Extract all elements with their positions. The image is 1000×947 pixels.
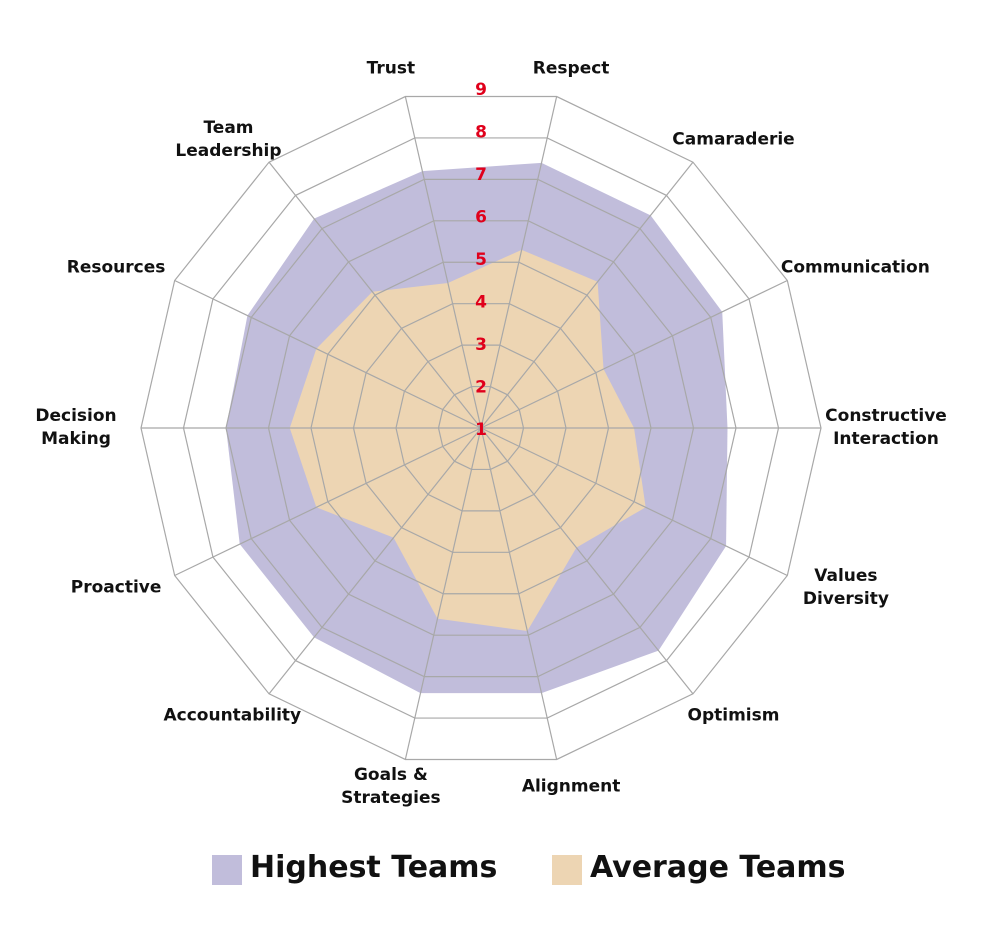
r-tick-label: 1 — [475, 420, 487, 440]
r-tick-label: 8 — [475, 123, 487, 143]
spoke — [480, 427, 694, 695]
spoke — [480, 161, 694, 429]
r-tick-label: 9 — [475, 80, 487, 100]
spoke — [174, 279, 482, 429]
r-tick-label: 2 — [475, 378, 487, 398]
legend-swatch — [552, 855, 582, 885]
category-label: Camaraderie — [672, 129, 795, 150]
spoke — [404, 96, 482, 429]
r-tick-label: 7 — [475, 165, 487, 185]
spoke — [480, 427, 788, 577]
spoke — [268, 161, 482, 429]
category-label: Goals & Strategies — [341, 764, 441, 808]
r-tick-label: 3 — [475, 335, 487, 355]
legend-label: Highest Teams — [250, 850, 498, 885]
spoke — [174, 427, 482, 577]
r-tick-label: 5 — [475, 250, 487, 270]
series-area — [289, 249, 646, 632]
spoke — [480, 279, 788, 429]
category-label: Team Leadership — [175, 118, 282, 162]
spoke — [404, 427, 482, 760]
category-label: Values Diversity — [802, 565, 889, 609]
category-label: Accountability — [163, 705, 302, 726]
category-label: Communication — [780, 257, 930, 278]
spoke — [480, 427, 558, 760]
legend-label: Average Teams — [590, 850, 846, 885]
r-tick-label: 4 — [475, 293, 487, 313]
category-label: Proactive — [70, 577, 162, 598]
category-label: Optimism — [687, 705, 780, 726]
legend-swatch — [212, 855, 242, 885]
spoke — [268, 427, 482, 695]
category-label: Resources — [66, 257, 166, 278]
category-label: Alignment — [521, 776, 621, 797]
category-label: Decision Making — [35, 406, 117, 449]
spoke — [480, 96, 558, 429]
r-tick-label: 6 — [475, 208, 487, 228]
category-label: Respect — [532, 58, 610, 79]
category-label: Constructive Interaction — [825, 406, 947, 449]
category-label: Trust — [366, 58, 416, 79]
